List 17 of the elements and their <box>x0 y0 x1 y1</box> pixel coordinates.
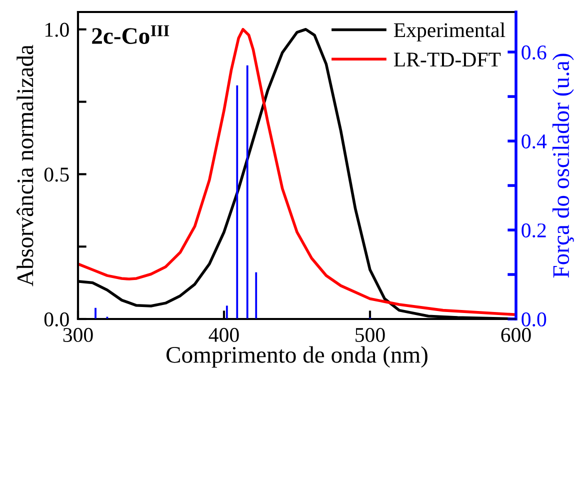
legend-label: LR-TD-DFT <box>394 52 501 66</box>
x-tick-label: 400 <box>208 328 239 342</box>
annotation: 2c-Co$^{III}$ <box>92 25 170 44</box>
y2-tick-label: 0.6 <box>522 45 546 60</box>
legend-label: Experimental <box>394 22 506 42</box>
x-tick-label: 500 <box>356 328 385 342</box>
x-tick-label: 600 <box>501 328 531 342</box>
x-tick-label: 300 <box>63 328 93 342</box>
y2-axis-title: Força do oscilador (u.a) <box>552 54 574 278</box>
y2-tick-label: 0.2 <box>522 223 546 238</box>
y-tick-label: 0.0 <box>44 312 69 327</box>
y2-tick-label: 0.0 <box>522 312 546 327</box>
y2-tick-label: 0.4 <box>522 134 547 149</box>
y-axis-title: Absorvância normalizada <box>16 44 34 286</box>
y-tick-label: 0.5 <box>44 168 69 182</box>
x-axis-title: Comprimento de onda (nm) <box>166 346 428 368</box>
y-tick-label: 1.0 <box>45 22 69 37</box>
